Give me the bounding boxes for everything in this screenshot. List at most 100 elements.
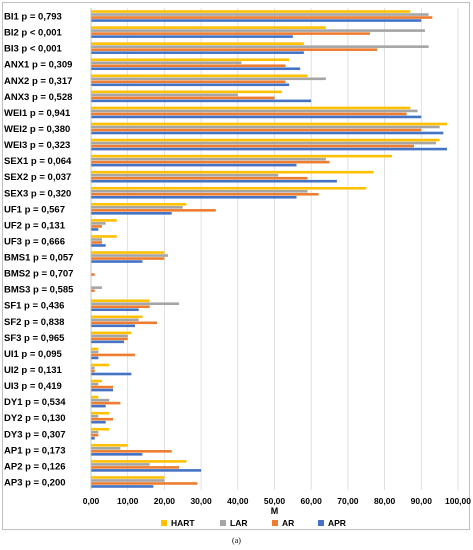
category-label: DY1 p = 0,534: [4, 397, 66, 408]
bar-apr: [91, 356, 99, 360]
bar-hart: [91, 347, 99, 351]
category-label: BI2 p < 0,001: [4, 28, 63, 39]
category-label: BI1 p = 0,793: [4, 12, 62, 23]
bar-ar: [91, 353, 136, 357]
x-tick-label: 80,00: [374, 496, 396, 506]
bar-apr: [91, 308, 139, 312]
category-label: BMS2 p = 0,707: [4, 269, 73, 280]
bar-lar: [91, 173, 279, 177]
bar-ar: [91, 176, 308, 180]
bar-ar: [91, 112, 407, 116]
bar-apr: [91, 388, 114, 392]
category-label: ANX3 p = 0,528: [4, 92, 72, 103]
bar-hart: [91, 315, 143, 319]
x-tick-label: 50,00: [264, 496, 286, 506]
legend-swatch-lar: [220, 520, 226, 526]
category-label: AP2 p = 0,126: [4, 461, 66, 472]
bar-ar: [91, 337, 128, 341]
category-label: DY2 p = 0,130: [4, 413, 66, 424]
bar-ar: [91, 48, 378, 51]
bar-hart: [91, 170, 374, 174]
legend-label-apr: APR: [328, 518, 346, 528]
bar-ar: [91, 385, 114, 389]
category-label: UF1 p = 0,567: [4, 204, 65, 215]
bar-apr: [91, 228, 99, 231]
x-tick-label: 60,00: [301, 496, 323, 506]
bar-hart: [91, 411, 110, 415]
bar-hart: [91, 395, 99, 399]
bar-hart: [91, 106, 411, 110]
bar-lar: [91, 93, 238, 97]
bar-ar: [91, 32, 370, 35]
category-label: DY3 p = 0,307: [4, 429, 66, 440]
x-axis-label: M: [271, 506, 279, 516]
category-label: AP3 p = 0,200: [4, 477, 66, 488]
category-label: BMS1 p = 0,057: [4, 253, 73, 264]
bar-lar: [91, 350, 99, 354]
bar-apr: [91, 163, 297, 167]
bar-ar: [91, 466, 180, 469]
bar-apr: [91, 179, 337, 183]
bar-ar: [91, 128, 422, 132]
bar-hart: [91, 251, 165, 254]
bar-apr: [91, 147, 447, 151]
bar-hart: [91, 26, 326, 29]
bar-lar: [91, 157, 326, 161]
bar-lar: [91, 29, 425, 32]
bar-ar: [91, 401, 121, 405]
x-tick-label: 10,00: [117, 496, 139, 506]
x-tick-label: 100,00: [445, 496, 471, 506]
x-tick-label: 90,00: [411, 496, 433, 506]
bar-hart: [91, 58, 290, 62]
bar-ar: [91, 273, 95, 276]
bar-lar: [91, 463, 150, 466]
x-tick-label: 20,00: [154, 496, 176, 506]
bar-lar: [91, 430, 99, 434]
bar-lar: [91, 206, 183, 209]
bar-ar: [91, 482, 198, 485]
category-label: WEI2 p = 0,380: [4, 124, 70, 135]
bar-apr: [91, 195, 297, 199]
bar-apr: [91, 244, 106, 247]
bar-hart: [91, 363, 110, 367]
bar-ar: [91, 417, 114, 421]
x-tick-label: 40,00: [227, 496, 249, 506]
bar-apr: [91, 340, 125, 344]
bar-lar: [91, 109, 418, 113]
bar-apr: [91, 436, 95, 440]
legend-swatch-hart: [161, 520, 167, 526]
legend-swatch-ar: [272, 520, 278, 526]
legend-label-hart: HART: [171, 518, 195, 528]
bar-lar: [91, 189, 308, 193]
bar-lar: [91, 382, 99, 386]
bar-chart: BI1 p = 0,793 BI2 p < 0,001 BI3 p < 0,001 A…: [4, 8, 471, 528]
category-label: SEX3 p = 0,320: [4, 188, 71, 199]
bar-ar: [91, 241, 103, 244]
category-label: UF3 p = 0,666: [4, 236, 65, 247]
bar-ar: [91, 305, 150, 309]
x-tick-label: 0,00: [83, 496, 100, 506]
bar-hart: [91, 444, 128, 447]
bar-ar: [91, 144, 414, 148]
bar-hart: [91, 299, 150, 303]
bar-apr: [91, 260, 143, 263]
bar-hart: [91, 74, 308, 78]
bar-hart: [91, 331, 132, 335]
category-label: AP1 p = 0,173: [4, 445, 66, 456]
bar-ar: [91, 160, 330, 164]
x-tick-label: 70,00: [337, 496, 359, 506]
bar-ar: [91, 80, 286, 84]
bar-apr: [91, 212, 172, 215]
bar-ar: [91, 209, 216, 212]
bar-ar: [91, 96, 275, 100]
bar-lar: [91, 61, 242, 65]
bar-lar: [91, 77, 326, 81]
bar-apr: [91, 67, 301, 71]
bar-apr: [91, 469, 202, 472]
bar-hart: [91, 219, 117, 222]
bar-ar: [91, 257, 165, 260]
bar-lar: [91, 318, 139, 322]
category-label: UI3 p = 0,419: [4, 381, 62, 392]
bar-apr: [91, 19, 422, 22]
figure-caption: (a): [232, 536, 241, 545]
